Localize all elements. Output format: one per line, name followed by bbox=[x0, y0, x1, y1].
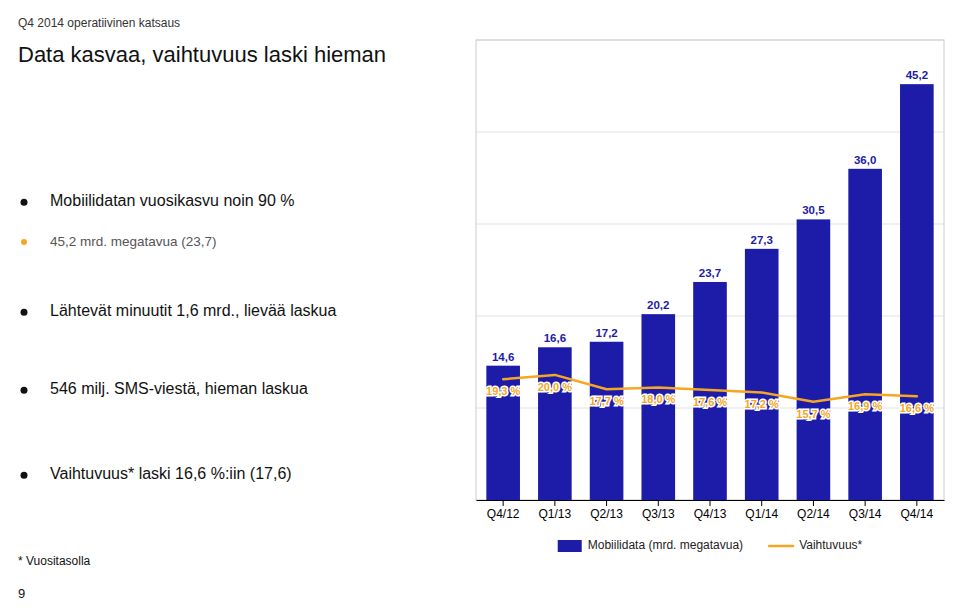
bar bbox=[641, 314, 675, 500]
x-tick: Q1/14 bbox=[745, 500, 778, 521]
line-label: 17,6 % bbox=[693, 396, 727, 408]
legend-item: Mobiilidata (mrd. megatavua) bbox=[558, 538, 743, 552]
bar bbox=[848, 169, 882, 500]
x-tick: Q4/14 bbox=[900, 500, 933, 521]
line-label: 17,2 % bbox=[745, 398, 779, 410]
x-tick-label: Q2/13 bbox=[590, 507, 623, 521]
bar bbox=[538, 347, 572, 500]
bullet bbox=[21, 239, 27, 245]
x-tick-mark bbox=[554, 500, 555, 506]
line-label: 16,9 % bbox=[848, 400, 882, 412]
bar-label: 23,7 bbox=[699, 267, 721, 279]
annotation: Lähtevät minuutit 1,6 mrd., lievää lasku… bbox=[50, 302, 336, 319]
x-tick-mark bbox=[916, 500, 917, 506]
x-tick-label: Q4/12 bbox=[487, 507, 520, 521]
x-tick-label: Q4/14 bbox=[900, 507, 933, 521]
bar bbox=[900, 84, 934, 500]
line-label: 20,0 % bbox=[538, 381, 572, 393]
bar-label: 27,3 bbox=[751, 234, 773, 246]
bar bbox=[797, 219, 831, 500]
annotation: 9 bbox=[18, 586, 25, 601]
grid bbox=[476, 40, 944, 500]
bullet bbox=[21, 199, 28, 206]
subtitle: Q4 2014 operatiivinen katsaus bbox=[18, 16, 180, 30]
x-axis: Q4/12 Q1/13 Q2/13 Q3/13 Q4/13 Q1/14 Q2/14 Q3/14… bbox=[477, 500, 945, 521]
legend-label: Mobiilidata (mrd. megatavua) bbox=[588, 538, 743, 552]
bullet bbox=[21, 472, 28, 479]
bar-label: 20,2 bbox=[647, 299, 669, 311]
x-tick-mark bbox=[710, 500, 711, 506]
annotation: Mobiilidatan vuosikasvu noin 90 % bbox=[50, 192, 295, 209]
annotation: Vaihtuvuus* laski 16,6 %:iin (17,6) bbox=[50, 465, 292, 482]
title: Data kasvaa, vaihtuvuus laski hieman bbox=[18, 42, 386, 67]
x-tick: Q1/13 bbox=[539, 500, 572, 521]
bar-label: 36,0 bbox=[854, 154, 876, 166]
x-tick: Q3/14 bbox=[849, 500, 882, 521]
bar-label: 17,2 bbox=[595, 327, 617, 339]
bullet bbox=[21, 309, 28, 316]
annotation: 546 milj. SMS-viestä, hieman laskua bbox=[50, 380, 308, 397]
legend-swatch bbox=[769, 545, 793, 548]
marks bbox=[486, 84, 933, 500]
legend: Mobiilidata (mrd. megatavua) Vaihtuvuus* bbox=[558, 538, 863, 552]
annotation: * Vuositasolla bbox=[18, 554, 91, 568]
bar-label: 16,6 bbox=[544, 332, 566, 344]
bar bbox=[590, 342, 624, 500]
x-tick: Q2/14 bbox=[797, 500, 830, 521]
line-label: 17,7 % bbox=[589, 395, 623, 407]
x-tick-label: Q2/14 bbox=[797, 507, 830, 521]
x-tick-label: Q1/13 bbox=[539, 507, 572, 521]
x-tick: Q4/12 bbox=[487, 500, 520, 521]
grid-line bbox=[476, 132, 944, 133]
legend-label: Vaihtuvuus* bbox=[799, 538, 862, 552]
bar-label: 45,2 bbox=[906, 69, 928, 81]
plot-frame bbox=[476, 40, 944, 500]
legend-item: Vaihtuvuus* bbox=[769, 538, 862, 552]
bar-label: 30,5 bbox=[802, 204, 825, 216]
x-tick: Q3/13 bbox=[642, 500, 675, 521]
x-tick-label: Q3/14 bbox=[849, 507, 882, 521]
x-tick-mark bbox=[503, 500, 504, 506]
x-tick-label: Q4/13 bbox=[694, 507, 727, 521]
line-label: 16,6 % bbox=[900, 402, 934, 414]
x-tick-mark bbox=[606, 500, 607, 506]
x-tick: Q4/13 bbox=[694, 500, 727, 521]
data-labels: 14,6 16,6 17,2 20,2 23,7 27,3 30,5 36,0 45,2 19,3… bbox=[486, 69, 934, 420]
bar bbox=[486, 366, 520, 500]
x-tick-label: Q3/13 bbox=[642, 507, 675, 521]
x-tick-mark bbox=[761, 500, 762, 506]
line-label: 18,0 % bbox=[641, 393, 675, 405]
x-tick-label: Q1/14 bbox=[745, 507, 778, 521]
bar-label: 14,6 bbox=[492, 351, 514, 363]
bullet bbox=[21, 387, 28, 394]
annotation: 45,2 mrd. megatavua (23,7) bbox=[50, 234, 217, 249]
line-label: 19,3 % bbox=[486, 385, 520, 397]
x-tick-mark bbox=[865, 500, 866, 506]
x-tick-mark bbox=[813, 500, 814, 506]
chart-svg: Q4 2014 operatiivinen katsaus Data kasvaa… bbox=[0, 0, 960, 610]
legend-swatch bbox=[558, 540, 582, 552]
bar bbox=[745, 249, 779, 500]
x-tick-mark bbox=[658, 500, 659, 506]
x-tick: Q2/13 bbox=[590, 500, 623, 521]
line-label: 15,7 % bbox=[796, 408, 830, 420]
